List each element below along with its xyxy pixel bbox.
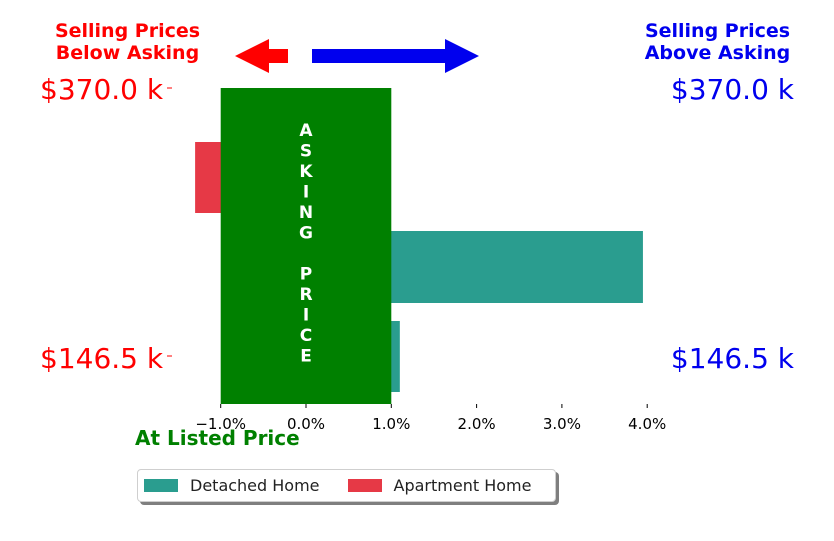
x-tick-label: 4.0%	[628, 415, 666, 433]
below-asking-line1: Selling Prices	[54, 20, 201, 42]
asking-band-letter: R	[299, 285, 312, 305]
bottom-left-price-label: $146.5 k	[40, 342, 164, 375]
x-tick-label: 1.0%	[372, 415, 410, 433]
asking-band-letter: I	[303, 306, 309, 326]
x-tick-label: 2.0%	[458, 415, 496, 433]
asking-band-letter: C	[300, 326, 312, 346]
legend-label-apartment: Apartment Home	[393, 476, 532, 495]
asking-band-letter: A	[299, 121, 313, 141]
above-asking-header: Selling Prices Above Asking	[625, 20, 810, 64]
asking-price-band	[220, 88, 392, 404]
left-arrow-icon	[235, 39, 288, 73]
asking-band-letter: P	[300, 265, 312, 285]
asking-band-letter: N	[299, 203, 313, 223]
above-asking-line2: Above Asking	[644, 42, 791, 64]
x-tick-label: 0.0%	[287, 415, 325, 433]
asking-band-letter: E	[300, 347, 312, 367]
x-tick-label: −1.0%	[195, 415, 246, 433]
asking-band-letter: I	[303, 183, 309, 203]
asking-band-letter: G	[299, 224, 313, 244]
legend-item-apartment: Apartment Home	[347, 476, 532, 495]
x-tick-label: 3.0%	[543, 415, 581, 433]
below-asking-header: Selling Prices Below Asking	[40, 20, 215, 64]
asking-band-letter: S	[300, 142, 312, 162]
asking-band-letter: K	[299, 162, 313, 182]
legend-swatch-detached	[144, 479, 178, 492]
below-asking-line2: Below Asking	[55, 42, 200, 64]
top-left-price-label: $370.0 k	[40, 73, 164, 106]
at-listed-price-label: At Listed Price	[135, 426, 300, 450]
above-asking-line1: Selling Prices	[644, 20, 791, 42]
legend: Detached Home Apartment Home	[137, 469, 556, 502]
bottom-right-price-label: $146.5 k	[670, 342, 794, 375]
top-right-price-label: $370.0 k	[670, 73, 794, 106]
right-arrow-icon	[312, 39, 479, 73]
legend-swatch-apartment	[347, 479, 382, 492]
legend-label-detached: Detached Home	[190, 476, 320, 495]
legend-item-detached: Detached Home	[144, 476, 320, 495]
